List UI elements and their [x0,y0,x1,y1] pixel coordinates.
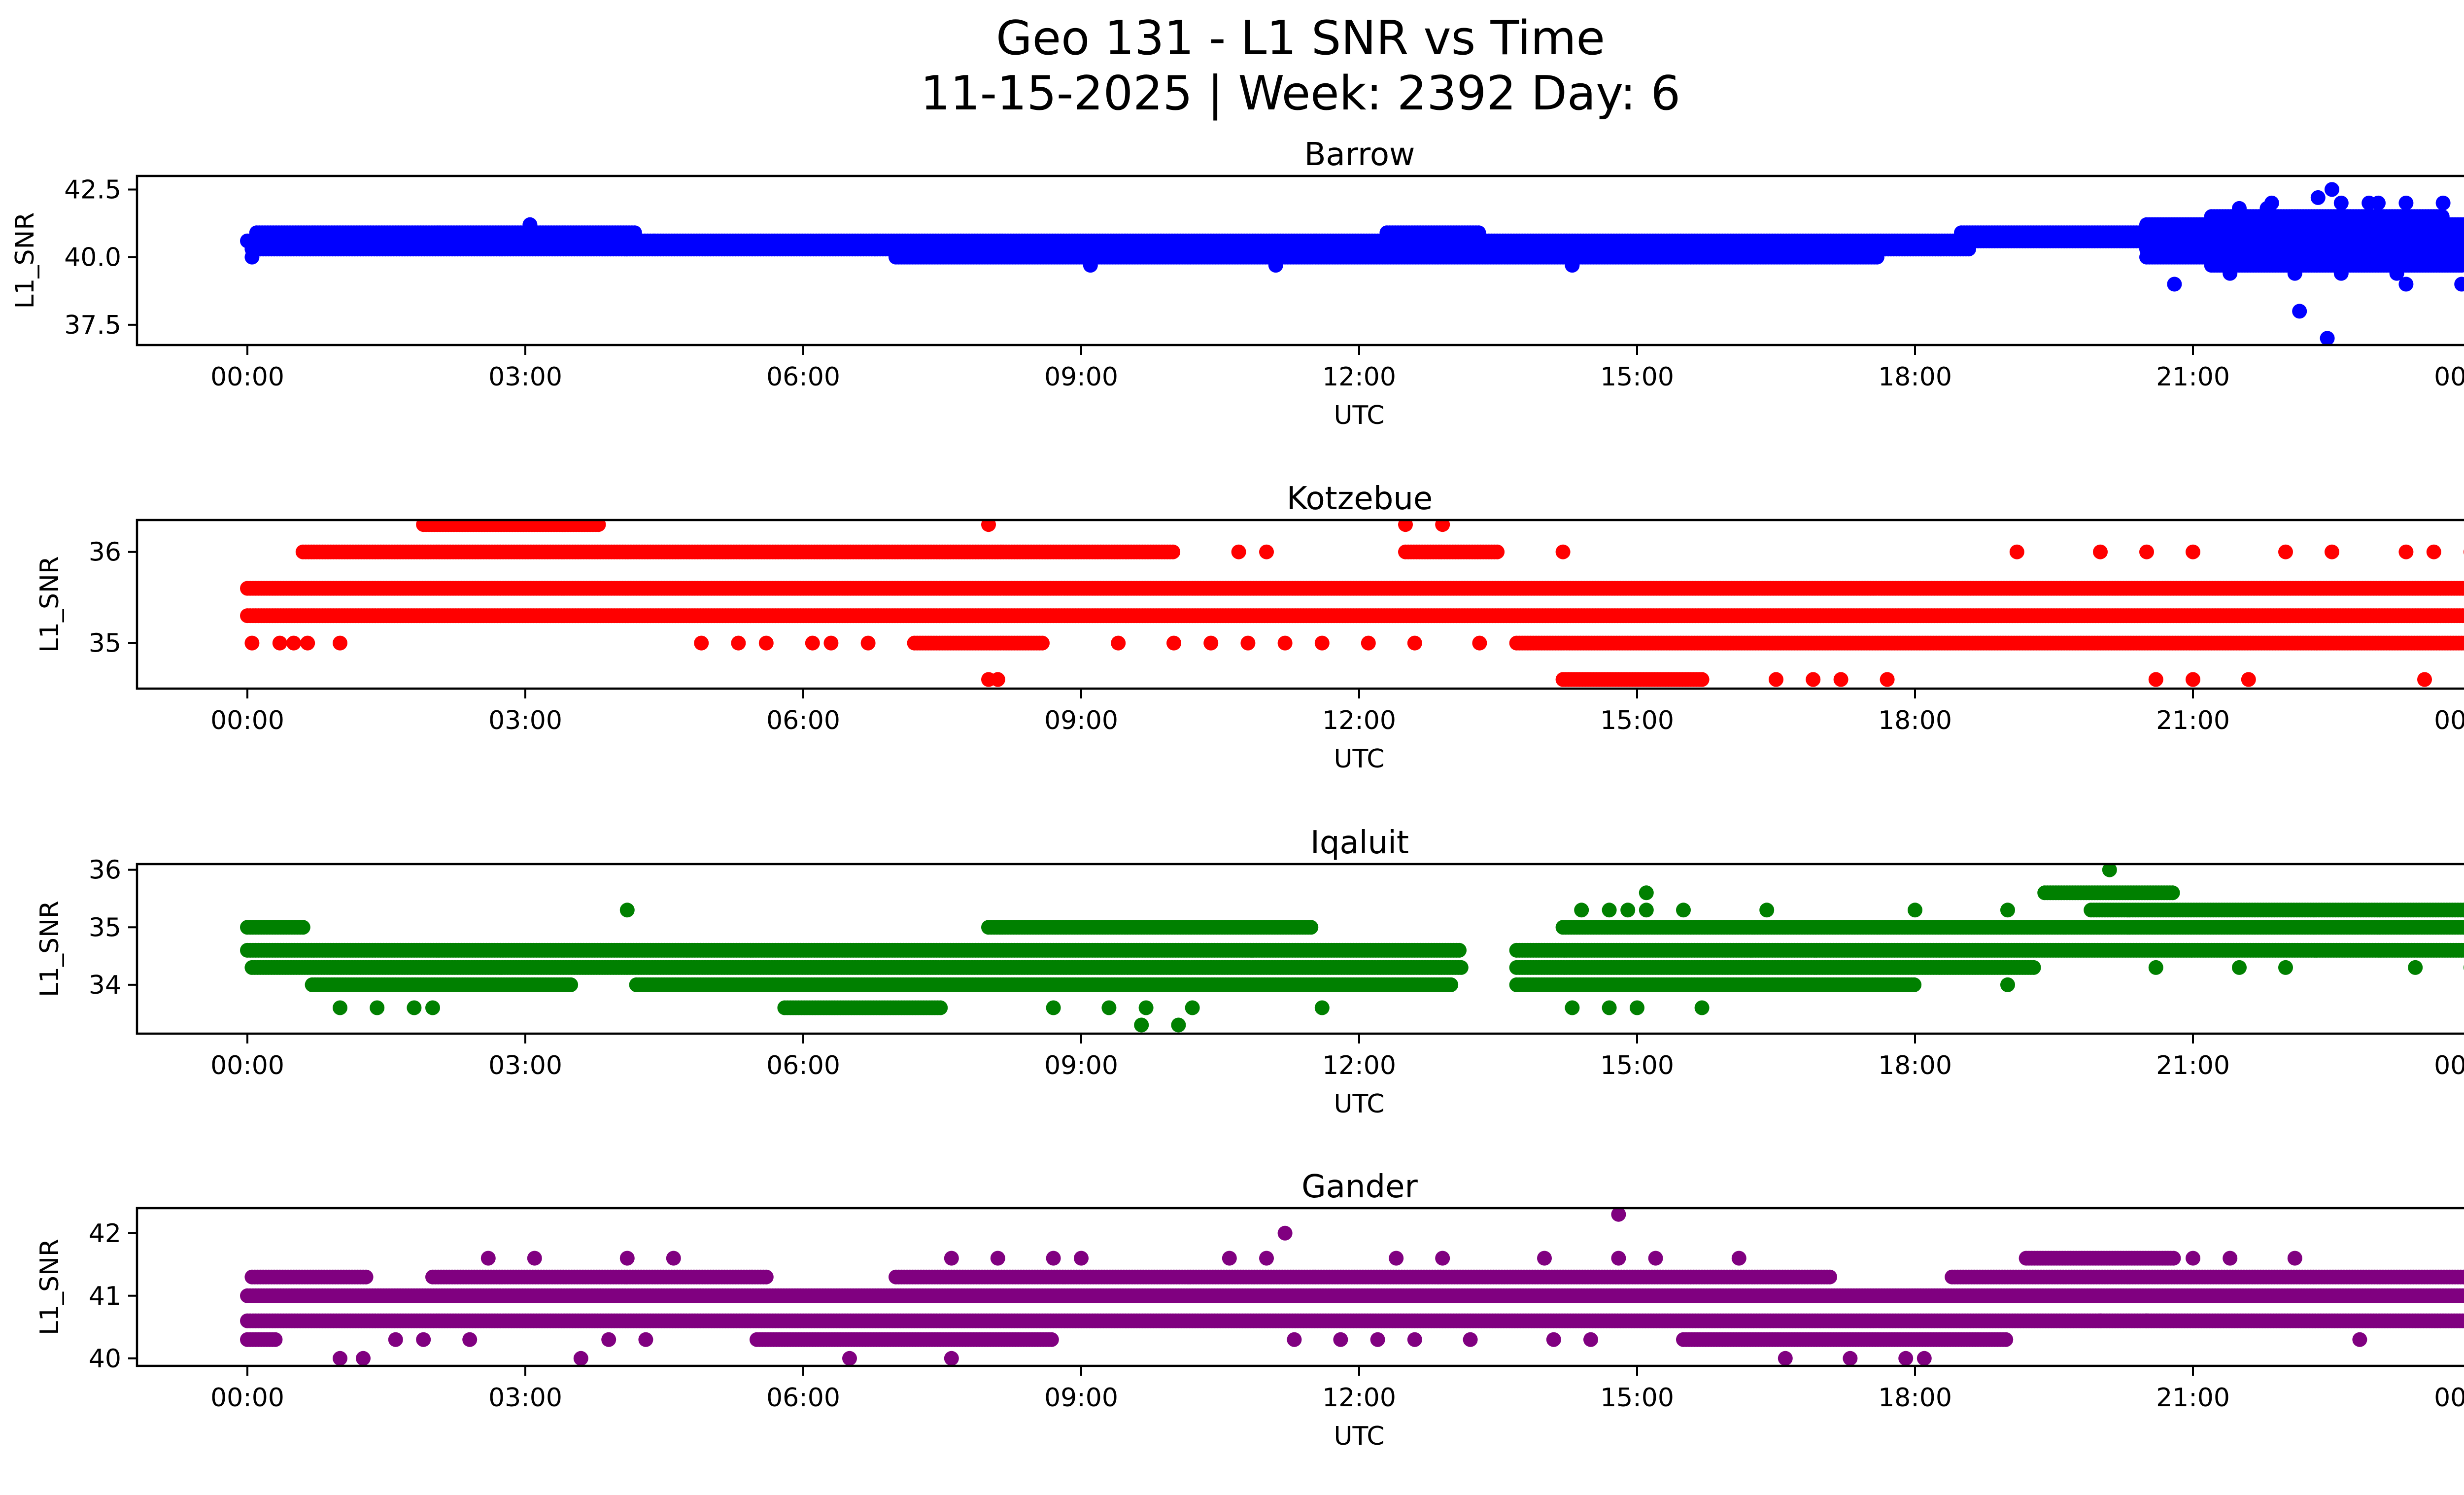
x-tick-label: 00:00 [2434,362,2464,392]
scatter-band [1954,225,2153,241]
subplot-barrow: Barrow 00:00 03:00 06:00 09:00 12:00 15:00 18:0… [10,137,2464,430]
figure-title-line2: 11-15-2025 | Week: 2392 Day: 6 [921,67,1680,121]
data-point-outlier [2454,277,2464,292]
data-point-outlier [2333,195,2349,210]
x-tick-label: 21:00 [2156,362,2230,392]
x-tick-label: 15:00 [1600,362,1674,392]
data-point-outlier [1268,258,1283,273]
data-point-outlier [2320,331,2335,345]
data-point [1035,635,1050,651]
x-tick-label: 06:00 [766,362,840,392]
scatter-band [907,635,1050,651]
x-tick-label: 00:00 [210,362,284,392]
scatter-band [1398,544,1505,559]
y-tick-label: 42.5 [64,175,121,205]
subplot-title: Barrow [1304,137,1415,173]
data-point-outlier [2398,277,2414,292]
data-point-outlier [2435,195,2451,210]
y-tick-label: 40.0 [64,243,121,273]
data-point [1471,225,1486,241]
scatter-band [889,249,1884,265]
data-point [2462,219,2464,230]
data-point-outlier [1083,258,1098,273]
x-axis-label: UTC [1334,401,1384,430]
figure-title-line1: Geo 131 - L1 SNR vs Time [996,11,1605,66]
subplot-title: Kotzebue [1287,481,1433,517]
y-tick-label: 37.5 [64,311,121,340]
data-point-outlier [244,249,260,265]
scatter-band [1509,635,2464,651]
x-tick-label: 09:00 [1044,362,1118,392]
scatter-band [2204,258,2464,273]
data-point-outlier [2232,201,2247,216]
data-point [2461,609,2464,622]
data-point [1490,544,1505,559]
data-point [2434,209,2450,224]
scatter-band [295,544,1181,559]
scatter-series [240,520,2464,687]
scatter-band [240,608,2464,624]
x-tick-label: 18:00 [1878,362,1952,392]
data-point-outlier [2264,195,2279,210]
data-point-outlier [2361,195,2377,210]
scatter-band [2204,209,2450,224]
data-point-outlier [2292,304,2307,319]
x-tick-label: 12:00 [1322,362,1396,392]
data-point-outlier [522,217,538,232]
data-point-outlier [2310,190,2326,205]
data-point-outlier [2398,195,2414,210]
data-point [2461,582,2464,595]
y-axis-label: L1_SNR [10,212,40,309]
data-point [2454,258,2464,273]
scatter-band [240,581,2464,596]
data-point-outlier [2223,266,2238,281]
data-point [1165,544,1181,559]
x-tick-label: 03:00 [488,362,562,392]
data-point-outlier [2287,266,2302,281]
data-point-outlier [2325,182,2339,197]
data-point-outlier [2389,266,2404,281]
data-point-outlier [2167,277,2182,292]
data-point-outlier [1565,258,1580,273]
scatter-band [1379,225,1486,241]
scatter-series [240,182,2464,345]
data-point-outlier [2333,266,2349,281]
data-point [1869,249,1884,265]
